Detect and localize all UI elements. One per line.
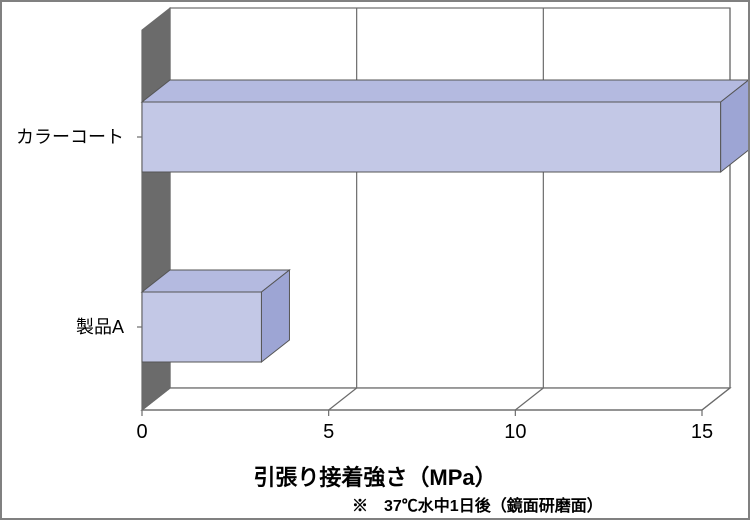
svg-text:5: 5 — [323, 421, 334, 443]
svg-text:カラーコート: カラーコート — [16, 127, 124, 147]
svg-text:製品A: 製品A — [76, 317, 124, 337]
svg-text:10: 10 — [504, 421, 526, 443]
svg-text:0: 0 — [136, 421, 147, 443]
svg-text:15: 15 — [691, 421, 713, 443]
chart-container: 0 5 10 15 カラーコート製品A 引張り接着強さ（MPa） ※ 37℃水中1日後（… — [0, 0, 750, 520]
bar-chart-3d: 0 5 10 15 カラーコート製品A — [2, 2, 748, 450]
chart-footnote: ※ 37℃水中1日後（鏡面研磨面） — [352, 492, 603, 516]
x-axis-label: 引張り接着強さ（MPa） — [2, 460, 748, 492]
